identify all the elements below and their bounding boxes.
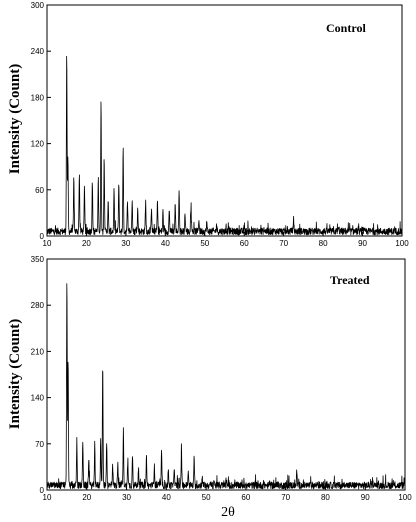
x-axis-label: 2θ (221, 505, 235, 520)
control-title: Control (326, 21, 366, 35)
control-panel: Control Intensity (Count) 0 60 120 180 240 30… (7, 1, 409, 248)
treated-panel: Treated Intensity (Count) 0 70 140 210 280 35… (7, 255, 412, 502)
treated-x-tick-label: 90 (361, 493, 370, 502)
control-y-tick-label: 0 (40, 232, 45, 241)
treated-x-tick-label: 10 (43, 493, 52, 502)
control-y-tick-label: 240 (31, 47, 45, 56)
control-x-tick-label: 10 (43, 239, 52, 248)
treated-x-tick-label: 100 (398, 493, 412, 502)
treated-x-tick-label: 30 (122, 493, 131, 502)
control-x-tick-label: 20 (82, 239, 91, 248)
control-x-tick-label: 90 (358, 239, 367, 248)
treated-x-tick-label: 40 (162, 493, 171, 502)
treated-x-tick-label: 60 (241, 493, 250, 502)
treated-y-tick-label: 280 (31, 301, 45, 310)
control-y-tick-label: 180 (31, 93, 45, 102)
treated-plot-frame (46, 258, 406, 491)
treated-x-tick-label: 50 (202, 493, 211, 502)
control-y-tick-label: 300 (31, 1, 45, 10)
control-x-tick-label: 30 (121, 239, 130, 248)
treated-x-tick-label: 20 (82, 493, 91, 502)
control-y-tick-label: 60 (35, 186, 44, 195)
treated-diffraction-trace (46, 283, 406, 490)
treated-title: Treated (330, 273, 370, 287)
treated-y-axis-label: Intensity (Count) (7, 319, 23, 429)
treated-y-tick-label: 70 (35, 440, 44, 449)
treated-y-tick-label: 350 (31, 255, 45, 264)
control-x-tick-label: 40 (161, 239, 170, 248)
control-y-axis-label: Intensity (Count) (7, 64, 23, 174)
treated-x-tick-label: 80 (321, 493, 330, 502)
control-plot-frame (46, 4, 403, 237)
treated-y-tick-label: 0 (40, 486, 45, 495)
control-x-tick-label: 60 (240, 239, 249, 248)
control-diffraction-trace (46, 55, 403, 236)
control-x-tick-label: 50 (200, 239, 209, 248)
control-y-tick-label: 120 (31, 140, 45, 149)
treated-y-tick-label: 210 (31, 347, 45, 356)
control-x-tick-label: 80 (319, 239, 328, 248)
treated-y-tick-label: 140 (31, 394, 45, 403)
treated-x-tick-label: 70 (281, 493, 290, 502)
control-x-tick-label: 70 (279, 239, 288, 248)
control-x-tick-label: 100 (395, 239, 409, 248)
